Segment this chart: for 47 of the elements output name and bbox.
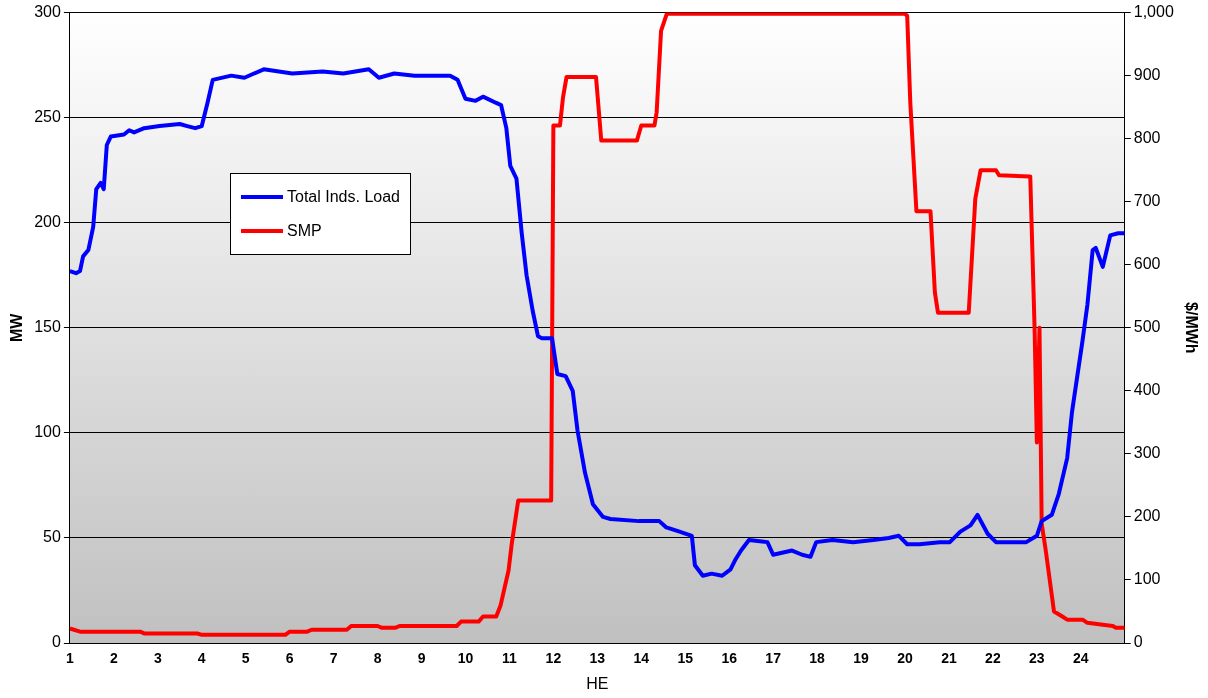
y2-tick-label: 500 [1133,318,1161,336]
y2-tick-label: 600 [1133,255,1161,273]
y-tick-label: 150 [34,318,61,336]
x-tick-label: 7 [329,650,338,667]
x-tick-label: 20 [897,650,913,667]
x-tick-label: 5 [241,650,250,667]
legend-label: Total Inds. Load [287,188,400,206]
x-tick-label: 19 [853,650,870,667]
y2-tick-label: 300 [1133,444,1161,462]
x-tick-label: 22 [985,650,1001,667]
x-tick-label: 13 [589,650,606,667]
x-tick-label: 18 [809,650,826,667]
y-tick-label: 250 [34,108,61,126]
y2-tick-label: 400 [1133,381,1161,399]
y2-tick-label: 1,000 [1133,3,1174,21]
x-tick-label: 1 [66,650,74,667]
x-tick-label: 16 [721,650,738,667]
y-tick-label: 100 [34,423,61,441]
y-axis-title: MW [8,312,26,343]
x-tick-label: 14 [633,650,650,667]
x-tick-label: 8 [373,650,382,667]
x-tick-label: 10 [457,650,474,667]
y-tick-label: 300 [34,3,61,21]
y2-tick-label: 0 [1133,633,1143,651]
x-tick-label: 12 [545,650,562,667]
x-tick-label: 17 [765,650,782,667]
y2-tick-label: 800 [1133,129,1161,147]
x-tick-label: 4 [197,650,206,667]
x-axis-title: HE [586,674,609,692]
y-tick-label: 50 [43,528,61,546]
legend-label: SMP [287,222,322,240]
y-tick-label: 0 [51,633,61,651]
y2-tick-label: 100 [1133,570,1161,588]
y2-axis-title: $/MWh [1182,302,1200,354]
y2-tick-label: 900 [1133,66,1161,84]
y-tick-label: 200 [34,213,61,231]
x-tick-label: 23 [1029,650,1045,667]
x-tick-label: 6 [285,650,294,667]
x-tick-label: 9 [417,650,426,667]
x-tick-label: 21 [941,650,957,667]
x-tick-label: 24 [1073,650,1089,667]
y2-tick-label: 200 [1133,507,1161,525]
x-tick-label: 2 [109,650,118,667]
y2-tick-label: 700 [1133,192,1161,210]
x-tick-label: 3 [153,650,162,667]
x-tick-label: 15 [677,650,694,667]
x-tick-label: 11 [502,650,518,667]
